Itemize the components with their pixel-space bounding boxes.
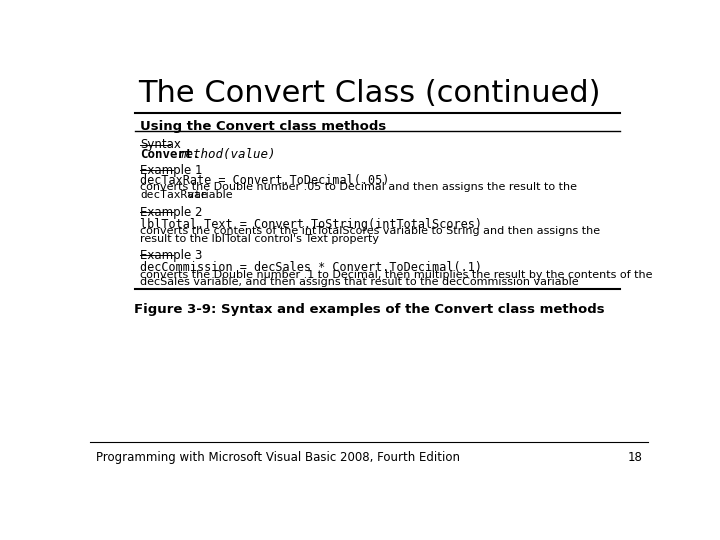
Text: decTaxRate = Convert.ToDecimal(.05): decTaxRate = Convert.ToDecimal(.05) xyxy=(140,174,390,187)
Text: decTaxRate: decTaxRate xyxy=(140,190,208,200)
Text: decSales variable, and then assigns that result to the decCommission variable: decSales variable, and then assigns that… xyxy=(140,277,579,287)
Text: converts the Double number .1 to Decimal, then multiplies the result by the cont: converts the Double number .1 to Decimal… xyxy=(140,270,653,280)
Text: Syntax: Syntax xyxy=(140,138,181,151)
Text: Convert.: Convert. xyxy=(140,148,200,161)
Text: variable: variable xyxy=(184,190,233,200)
Text: Example 2: Example 2 xyxy=(140,206,203,219)
Text: Using the Convert class methods: Using the Convert class methods xyxy=(140,120,387,133)
Text: method(value): method(value) xyxy=(178,148,276,161)
Text: Figure 3-9: Syntax and examples of the Convert class methods: Figure 3-9: Syntax and examples of the C… xyxy=(134,302,604,316)
Text: converts the contents of the intTotalScores variable to String and then assigns : converts the contents of the intTotalSco… xyxy=(140,226,600,236)
Text: Example 3: Example 3 xyxy=(140,249,202,262)
Text: 18: 18 xyxy=(628,451,642,464)
Text: Programming with Microsoft Visual Basic 2008, Fourth Edition: Programming with Microsoft Visual Basic … xyxy=(96,451,459,464)
Text: decCommission = decSales * Convert.ToDecimal(.1): decCommission = decSales * Convert.ToDec… xyxy=(140,261,482,274)
Text: converts the Double number .05 to Decimal and then assigns the result to the: converts the Double number .05 to Decima… xyxy=(140,183,577,192)
Text: lblTotal.Text = Convert.ToString(intTotalScores): lblTotal.Text = Convert.ToString(intTota… xyxy=(140,218,482,231)
Text: The Convert Class (continued): The Convert Class (continued) xyxy=(138,79,600,109)
Text: result to the lblTotal control's Text property: result to the lblTotal control's Text pr… xyxy=(140,234,379,244)
Text: Example 1: Example 1 xyxy=(140,164,203,177)
